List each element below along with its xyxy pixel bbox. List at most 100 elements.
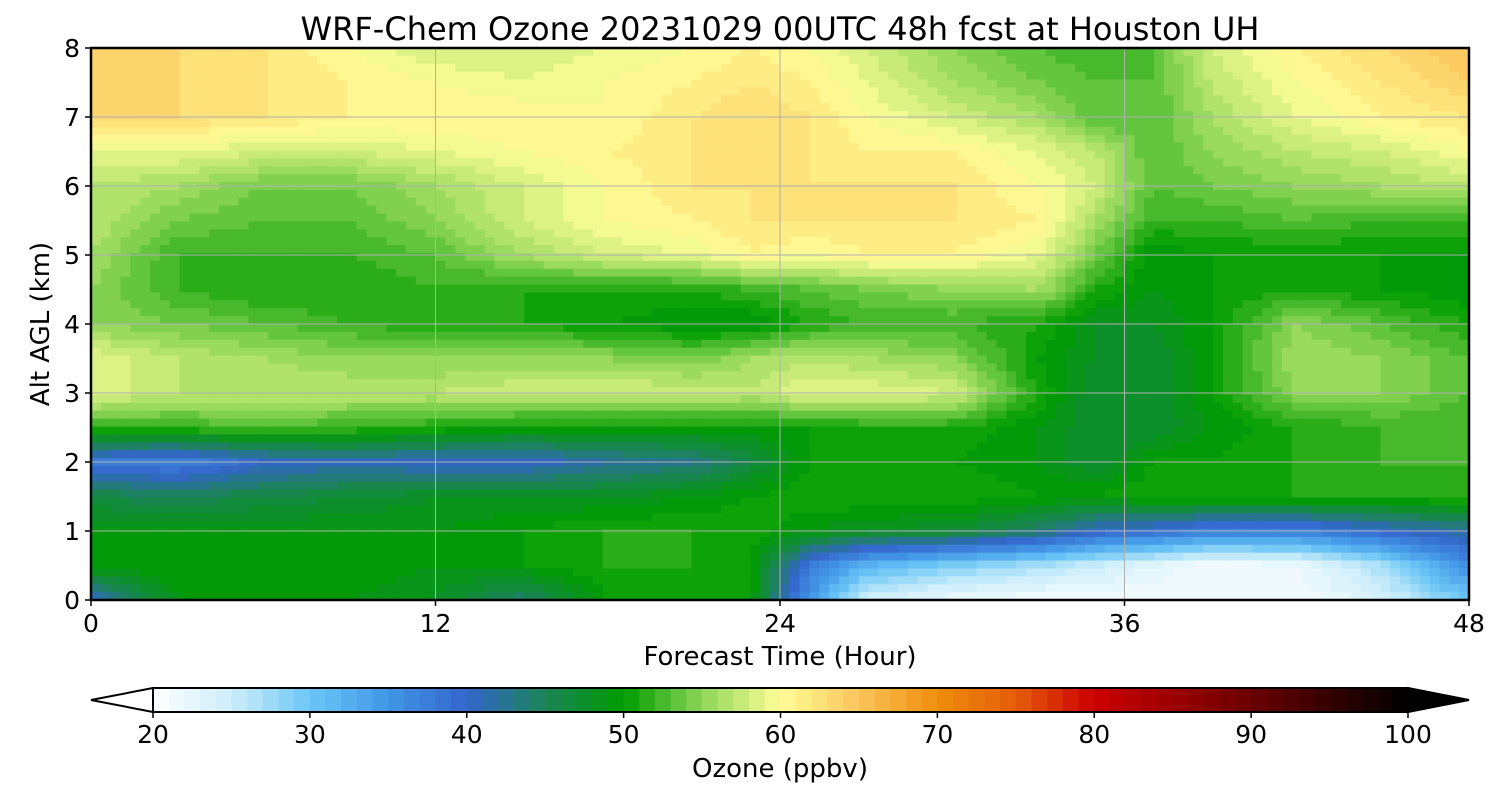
- ozone-cell: [1124, 87, 1135, 96]
- ozone-cell: [150, 87, 161, 96]
- ozone-cell: [1370, 229, 1382, 238]
- ozone-cell: [907, 300, 919, 309]
- ozone-cell: [1429, 142, 1441, 152]
- ozone-cell: [1094, 103, 1106, 112]
- ozone-cell: [1094, 260, 1106, 270]
- ozone-cell: [504, 142, 515, 152]
- ozone-cell: [1193, 268, 1204, 278]
- ozone-cell: [1341, 284, 1352, 294]
- ozone-cell: [573, 221, 584, 230]
- ozone-cell: [829, 174, 840, 183]
- ozone-cell: [819, 71, 830, 81]
- ozone-cell: [514, 103, 525, 112]
- ozone-cell: [760, 197, 771, 207]
- ozone-cell: [297, 126, 309, 136]
- ozone-cell: [1311, 63, 1322, 73]
- ozone-cell: [1222, 221, 1234, 230]
- ozone-cell: [1459, 103, 1470, 112]
- ozone-cell: [1281, 142, 1293, 152]
- ozone-cell: [140, 118, 151, 128]
- ozone-cell: [120, 213, 131, 223]
- ozone-cell: [327, 189, 338, 199]
- ozone-cell: [927, 189, 939, 199]
- ozone-cell: [691, 268, 702, 278]
- ozone-cell: [91, 103, 102, 112]
- ozone-cell: [386, 197, 397, 207]
- ozone-cell: [1016, 126, 1027, 136]
- ozone-cell: [730, 126, 742, 136]
- ozone-cell: [425, 324, 437, 333]
- ozone-cell: [337, 268, 348, 278]
- ozone-cell: [652, 245, 663, 254]
- ozone-cell: [1006, 166, 1017, 175]
- ozone-cell: [100, 79, 112, 89]
- ozone-cell: [789, 237, 801, 246]
- ozone-cell: [317, 87, 328, 96]
- ozone-cell: [1045, 221, 1057, 230]
- ozone-cell: [927, 205, 939, 215]
- ozone-cell: [238, 111, 250, 120]
- ozone-cell: [1035, 284, 1047, 294]
- ozone-cell: [248, 126, 259, 136]
- ozone-cell: [248, 103, 259, 112]
- ozone-cell: [1350, 189, 1362, 199]
- ozone-cell: [307, 308, 318, 317]
- ozone-cell: [1301, 260, 1313, 270]
- ozone-cell: [592, 103, 604, 112]
- ozone-cell: [789, 260, 801, 270]
- ozone-cell: [524, 174, 535, 183]
- ozone-cell: [1085, 79, 1096, 89]
- ozone-cell: [533, 174, 545, 183]
- ozone-cell: [376, 87, 387, 96]
- ozone-cell: [898, 142, 909, 152]
- ozone-cell: [1035, 189, 1047, 199]
- ozone-cell: [474, 71, 486, 81]
- ozone-cell: [1331, 103, 1342, 112]
- ozone-cell: [976, 55, 988, 65]
- ozone-cell: [465, 126, 476, 136]
- ozone-cell: [455, 213, 466, 223]
- ozone-cell: [809, 189, 820, 199]
- ozone-cell: [1232, 197, 1244, 207]
- ozone-cell: [1144, 103, 1155, 112]
- ozone-cell: [435, 300, 446, 309]
- ozone-cell: [976, 118, 988, 128]
- ozone-cell: [228, 111, 240, 120]
- ozone-cell: [1045, 292, 1057, 301]
- ozone-cell: [1281, 308, 1293, 317]
- ozone-cell: [1173, 166, 1185, 175]
- ozone-cell: [1232, 245, 1244, 254]
- ozone-cell: [1222, 197, 1234, 207]
- ozone-cell: [278, 260, 289, 270]
- ozone-cell: [376, 308, 387, 317]
- ozone-cell: [1094, 63, 1106, 73]
- ozone-cell: [839, 292, 850, 301]
- ozone-cell: [366, 268, 378, 278]
- ozone-cell: [366, 237, 378, 246]
- ozone-cell: [720, 292, 732, 301]
- ozone-cell: [730, 245, 742, 254]
- ozone-cell: [1252, 118, 1263, 128]
- ozone-cell: [346, 324, 358, 333]
- ozone-cell: [730, 221, 742, 230]
- ozone-cell: [455, 284, 466, 294]
- ozone-cell: [553, 253, 565, 262]
- ozone-cell: [1213, 174, 1224, 183]
- ozone-cell: [1311, 166, 1322, 175]
- ozone-cell: [760, 316, 771, 325]
- ozone-cell: [209, 221, 220, 230]
- ozone-cell: [455, 158, 466, 167]
- ozone-cell: [100, 292, 112, 301]
- ozone-cell: [278, 221, 289, 230]
- ozone-cell: [1400, 79, 1411, 89]
- ozone-cell: [1419, 71, 1431, 81]
- ozone-cell: [238, 316, 250, 325]
- ozone-cell: [159, 205, 171, 215]
- ozone-cell: [1419, 213, 1431, 223]
- ozone-cell: [1400, 221, 1411, 230]
- ozone-cell: [1193, 213, 1204, 223]
- ozone-cell: [907, 221, 919, 230]
- ozone-cell: [1222, 150, 1234, 159]
- ozone-cell: [770, 253, 781, 262]
- ozone-cell: [799, 229, 811, 238]
